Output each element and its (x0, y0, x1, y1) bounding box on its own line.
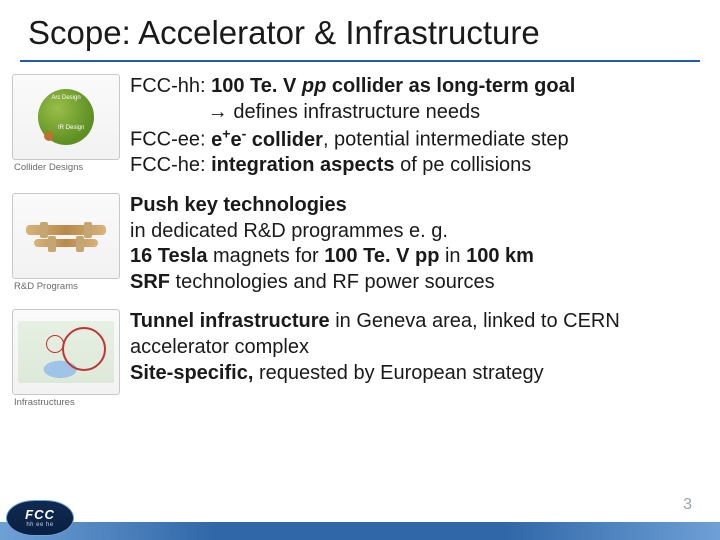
map-ring-large-icon (62, 327, 106, 371)
ir-design-label: IR Design (58, 125, 84, 131)
row-rd: R&D Programs Push key technologiesin ded… (12, 193, 700, 295)
title-underline (20, 60, 700, 62)
thumb-caption-collider: Collider Designs (12, 162, 120, 173)
fcc-logo-text: FCC (25, 508, 55, 521)
thumb-infra: Infrastructures (12, 309, 120, 408)
footer: 3 FCC hh ee he (0, 500, 720, 540)
text-infra: Tunnel infrastructure in Geneva area, li… (130, 309, 700, 386)
arc-design-label: Arc Design (51, 95, 80, 101)
footer-band (0, 522, 720, 540)
map-bg-icon (18, 321, 114, 383)
magnet-rod-icon (34, 239, 98, 247)
row-infra: Infrastructures Tunnel infrastructure in… (12, 309, 700, 408)
map-graphic (12, 309, 120, 395)
content-area: Arc Design IR Design Collider Designs FC… (0, 74, 720, 408)
text-collider: FCC-hh: 100 Te. V pp collider as long-te… (130, 74, 575, 179)
thumb-rd: R&D Programs (12, 193, 120, 292)
thumb-collider: Arc Design IR Design Collider Designs (12, 74, 120, 173)
collider-dot-icon (44, 131, 54, 141)
row-collider: Arc Design IR Design Collider Designs FC… (12, 74, 700, 179)
thumb-caption-rd: R&D Programs (12, 281, 120, 292)
magnet-rod-icon (26, 225, 106, 235)
page-number: 3 (683, 496, 692, 514)
collider-graphic: Arc Design IR Design (12, 74, 120, 160)
collider-ring-icon: Arc Design IR Design (38, 89, 94, 145)
fcc-logo: FCC hh ee he (6, 500, 74, 536)
fcc-logo-subtext: hh ee he (26, 522, 53, 528)
text-rd: Push key technologiesin dedicated R&D pr… (130, 193, 534, 295)
page-title: Scope: Accelerator & Infrastructure (0, 0, 720, 56)
thumb-caption-infra: Infrastructures (12, 397, 120, 408)
rd-graphic (12, 193, 120, 279)
